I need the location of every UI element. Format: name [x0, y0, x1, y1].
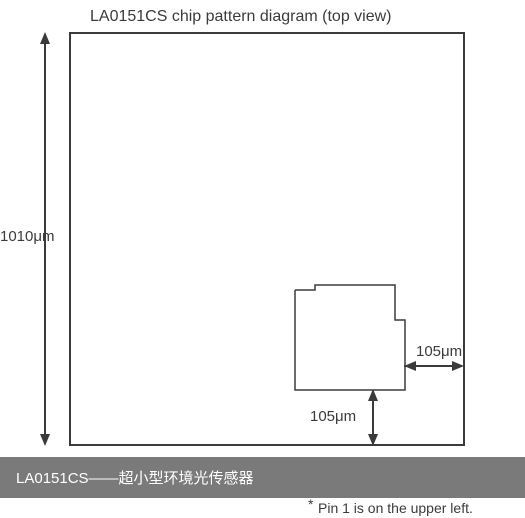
dim-left-arrow-up [40, 32, 50, 44]
dim-left-arrow-down [40, 434, 50, 446]
footer-text: LA0151CS——超小型环境光传感器 [16, 467, 254, 488]
dim-inner-right-arrow-right [452, 361, 464, 371]
dim-inner-right-label: 105μm [416, 343, 462, 360]
dim-left-label: 1010μm [0, 228, 55, 245]
pin1-asterisk: * [308, 496, 313, 512]
dim-inner-right-arrow-left [404, 361, 416, 371]
footer-bar: LA0151CS——超小型环境光传感器 [0, 457, 525, 498]
chip-outline [69, 32, 465, 446]
dim-inner-bottom-arrow-down [368, 434, 378, 446]
diagram-title: LA0151CS chip pattern diagram (top view) [90, 8, 392, 26]
dim-inner-bottom-arrow-up [368, 389, 378, 401]
dim-inner-bottom-label: 105μm [310, 408, 356, 425]
pin1-note-text: Pin 1 is on the upper left. [318, 500, 473, 516]
